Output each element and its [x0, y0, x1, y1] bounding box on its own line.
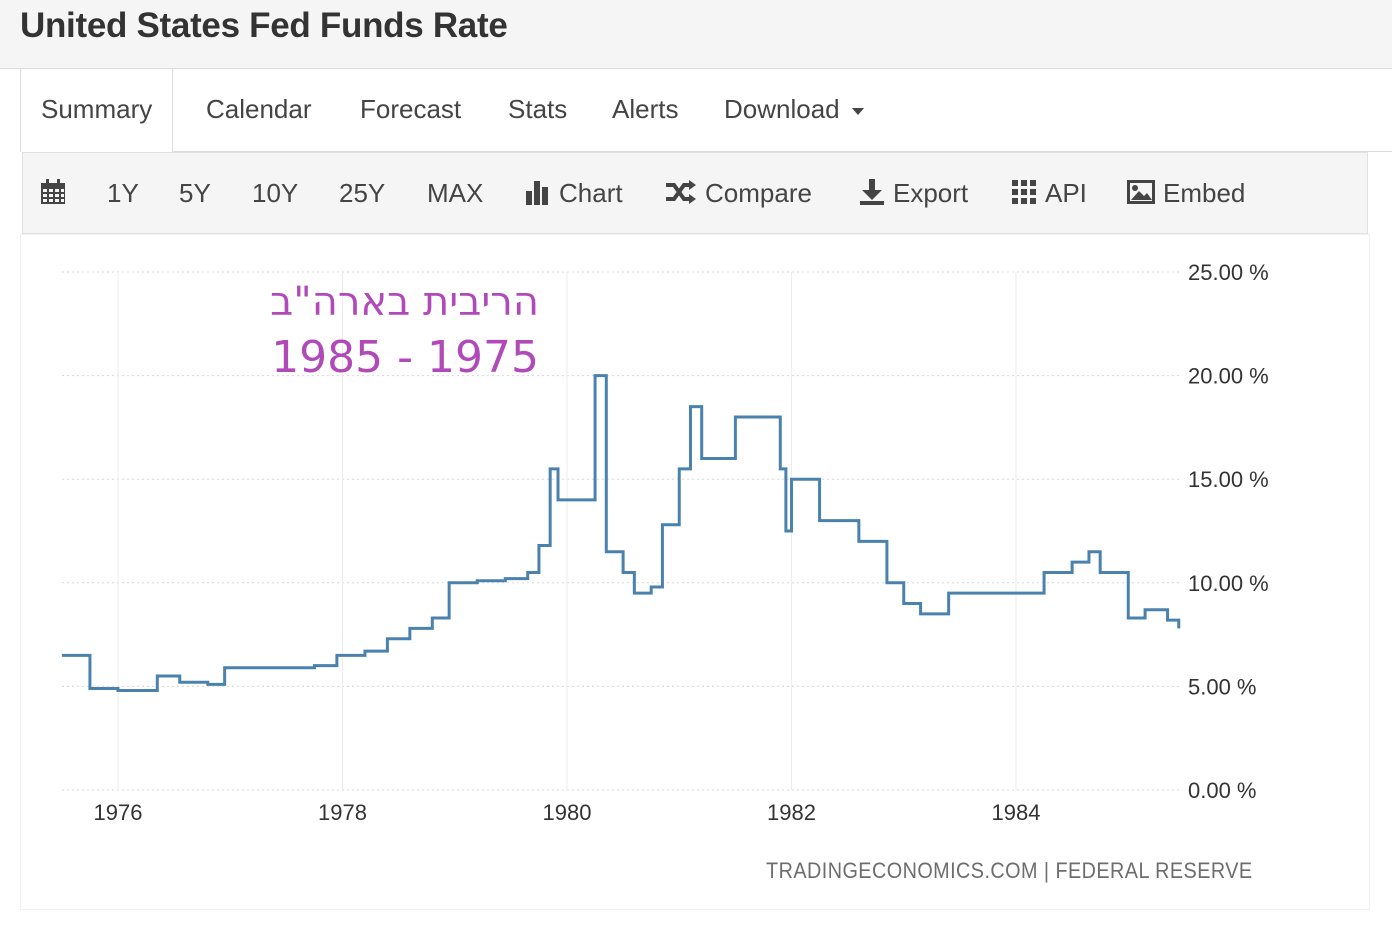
tab-download-label: Download — [724, 94, 840, 124]
chart-panel — [20, 234, 1370, 910]
embed-button[interactable]: Embed — [1127, 153, 1245, 233]
range-10y[interactable]: 10Y — [252, 178, 299, 208]
y-tick-label: 15.00 % — [1188, 467, 1269, 492]
title-bar: United States Fed Funds Rate — [0, 0, 1392, 69]
tick-layer: 25.00 % 20.00 % 15.00 % 10.00 % 5.00 % 0.00 %… — [94, 260, 1269, 825]
tab-download[interactable]: Download — [724, 69, 864, 151]
range-1y[interactable]: 1Y — [107, 178, 139, 208]
x-tick-label: 1976 — [94, 800, 143, 825]
grid-layer — [62, 271, 1180, 791]
tab-alerts[interactable]: Alerts — [612, 94, 679, 124]
series-line — [61, 374, 1181, 693]
bar-chart-icon — [526, 181, 548, 206]
calendar-icon — [41, 179, 65, 205]
image-icon — [1127, 180, 1155, 205]
tab-forecast[interactable]: Forecast — [360, 94, 462, 124]
embed-button-label: Embed — [1163, 178, 1246, 208]
annotation: הריבית בארה"ב 1985 - 1975 — [270, 276, 539, 388]
api-button-label: API — [1045, 178, 1087, 208]
y-tick-label: 0.00 % — [1188, 778, 1257, 803]
y-tick-label: 20.00 % — [1188, 364, 1269, 389]
chart-button[interactable]: Chart — [525, 153, 623, 233]
source-credits: TRADINGECONOMICS.COM | FEDERAL RESERVE — [766, 858, 1253, 883]
download-icon — [860, 179, 884, 206]
tab-stats[interactable]: Stats — [508, 94, 568, 124]
api-button[interactable]: API — [1011, 153, 1087, 233]
compare-button[interactable]: Compare — [665, 153, 812, 233]
y-tick-label: 5.00 % — [1188, 674, 1257, 699]
page-title: United States Fed Funds Rate — [20, 6, 508, 45]
range-max[interactable]: MAX — [427, 178, 484, 208]
range-25y[interactable]: 25Y — [339, 178, 386, 208]
tab-calendar[interactable]: Calendar — [206, 94, 312, 124]
y-tick-label: 10.00 % — [1188, 571, 1269, 596]
annotation-line-1: הריבית בארה"ב — [270, 279, 539, 325]
range-5y[interactable]: 5Y — [179, 178, 211, 208]
x-tick-label: 1982 — [767, 800, 816, 825]
x-tick-label: 1980 — [543, 800, 592, 825]
caret-down-icon — [851, 107, 864, 115]
x-tick-label: 1978 — [318, 800, 367, 825]
compare-button-label: Compare — [705, 178, 812, 208]
y-tick-label: 25.00 % — [1188, 260, 1269, 285]
shuffle-icon — [666, 180, 696, 205]
x-tick-label: 1984 — [992, 800, 1041, 825]
chart-toolbar: 1Y 5Y 10Y 25Y MAX Chart Compare Export A… — [22, 152, 1368, 234]
annotation-line-2: 1985 - 1975 — [271, 332, 539, 383]
tab-bar: Summary Calendar Forecast Stats Alerts D… — [20, 69, 1392, 152]
grid-icon — [1012, 180, 1036, 205]
chart-button-label: Chart — [559, 178, 623, 208]
export-button[interactable]: Export — [859, 153, 968, 233]
tab-summary[interactable]: Summary — [20, 69, 174, 152]
export-button-label: Export — [893, 178, 969, 208]
calendar-button[interactable] — [39, 153, 75, 233]
